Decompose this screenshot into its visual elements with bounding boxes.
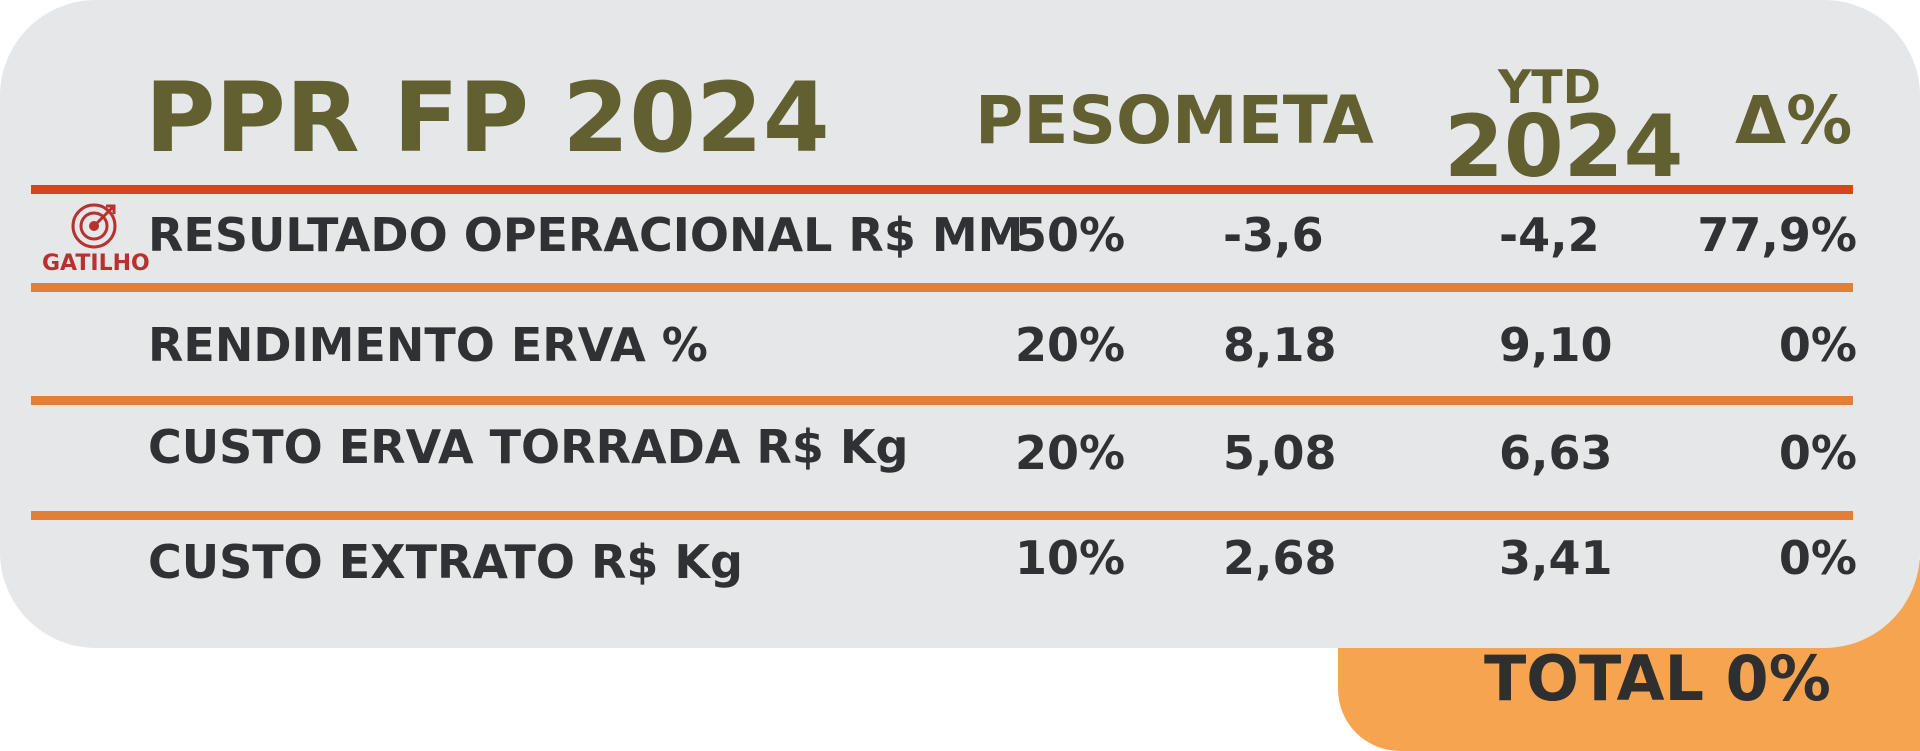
row-peso: 20% [1015,426,1126,480]
row-label-resultado: RESULTADO OPERACIONAL R$ MM [148,208,1024,262]
column-header-year: 2024 [1444,97,1684,197]
column-header-delta: Δ% [1735,82,1853,159]
row-meta: -3,6 [1223,208,1324,262]
row-delta: 0% [1778,318,1857,372]
row-meta: 2,68 [1223,531,1337,585]
row-delta: 0% [1778,531,1857,585]
row-ytd: -4,2 [1499,208,1600,262]
column-header-peso: PESO [975,82,1173,159]
row-label-custo-extrato: CUSTO EXTRATO R$ Kg [148,535,743,589]
page-title: PPR FP 2024 [145,62,830,174]
row-ytd: 6,63 [1499,426,1613,480]
row-divider [31,396,1853,405]
target-icon [71,203,117,249]
row-meta: 5,08 [1223,426,1337,480]
row-divider [31,511,1853,520]
row-divider [31,283,1853,292]
row-peso: 50% [1015,208,1126,262]
row-peso: 10% [1015,531,1126,585]
column-header-meta: META [1172,82,1374,159]
gatilho-badge: GATILHO [42,251,150,276]
row-delta: 0% [1778,426,1857,480]
scorecard-panel: PPR FP 2024 PESO META YTD 2024 Δ% GATILH… [0,0,1920,648]
row-meta: 8,18 [1223,318,1337,372]
row-label-custo-erva: CUSTO ERVA TORRADA R$ Kg [148,420,909,474]
row-peso: 20% [1015,318,1126,372]
column-header-ytd: YTD [1498,60,1601,114]
row-label-rendimento: RENDIMENTO ERVA % [148,318,708,372]
total-value: TOTAL 0% [1484,642,1831,715]
row-delta: 77,9% [1697,208,1857,262]
row-ytd: 9,10 [1499,318,1613,372]
row-ytd: 3,41 [1499,531,1613,585]
header-divider [31,185,1853,194]
